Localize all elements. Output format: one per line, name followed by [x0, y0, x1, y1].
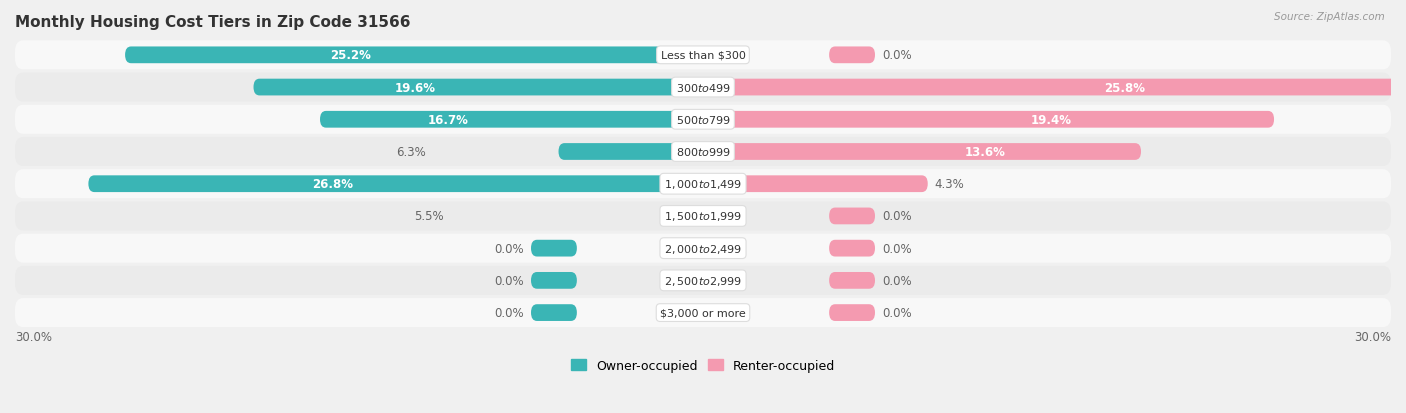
Text: $2,000 to $2,499: $2,000 to $2,499 [664, 242, 742, 255]
Text: $300 to $499: $300 to $499 [675, 82, 731, 94]
FancyBboxPatch shape [15, 234, 1391, 263]
Text: $2,500 to $2,999: $2,500 to $2,999 [664, 274, 742, 287]
Text: 0.0%: 0.0% [882, 242, 911, 255]
Legend: Owner-occupied, Renter-occupied: Owner-occupied, Renter-occupied [567, 354, 839, 377]
Text: 25.8%: 25.8% [1105, 81, 1146, 94]
Text: 19.4%: 19.4% [1031, 114, 1073, 126]
FancyBboxPatch shape [89, 176, 703, 192]
FancyBboxPatch shape [15, 41, 1391, 70]
FancyBboxPatch shape [703, 144, 1142, 161]
FancyBboxPatch shape [531, 304, 576, 321]
Text: $3,000 or more: $3,000 or more [661, 308, 745, 318]
Text: 5.5%: 5.5% [415, 210, 444, 223]
FancyBboxPatch shape [703, 79, 1406, 96]
FancyBboxPatch shape [531, 272, 576, 289]
Text: 0.0%: 0.0% [882, 49, 911, 62]
Text: $1,500 to $1,999: $1,500 to $1,999 [664, 210, 742, 223]
Text: 19.6%: 19.6% [395, 81, 436, 94]
FancyBboxPatch shape [830, 208, 875, 225]
Text: 0.0%: 0.0% [882, 210, 911, 223]
FancyBboxPatch shape [703, 176, 928, 192]
FancyBboxPatch shape [558, 144, 703, 161]
Text: Less than $300: Less than $300 [661, 51, 745, 61]
Text: 25.2%: 25.2% [330, 49, 371, 62]
Text: 0.0%: 0.0% [882, 274, 911, 287]
Text: $800 to $999: $800 to $999 [675, 146, 731, 158]
Text: 30.0%: 30.0% [15, 330, 52, 344]
Text: 0.0%: 0.0% [882, 306, 911, 319]
Text: 26.8%: 26.8% [312, 178, 353, 191]
FancyBboxPatch shape [15, 202, 1391, 231]
Text: $500 to $799: $500 to $799 [675, 114, 731, 126]
FancyBboxPatch shape [15, 170, 1391, 199]
FancyBboxPatch shape [531, 240, 576, 257]
FancyBboxPatch shape [15, 138, 1391, 166]
FancyBboxPatch shape [125, 47, 703, 64]
FancyBboxPatch shape [253, 79, 703, 96]
Text: 4.3%: 4.3% [935, 178, 965, 191]
FancyBboxPatch shape [830, 240, 875, 257]
Text: 0.0%: 0.0% [495, 306, 524, 319]
Text: $1,000 to $1,499: $1,000 to $1,499 [664, 178, 742, 191]
FancyBboxPatch shape [15, 266, 1391, 295]
FancyBboxPatch shape [15, 105, 1391, 135]
Text: 13.6%: 13.6% [965, 146, 1005, 159]
FancyBboxPatch shape [321, 112, 703, 128]
FancyBboxPatch shape [830, 272, 875, 289]
FancyBboxPatch shape [830, 47, 875, 64]
FancyBboxPatch shape [830, 304, 875, 321]
Text: 0.0%: 0.0% [495, 274, 524, 287]
Text: Source: ZipAtlas.com: Source: ZipAtlas.com [1274, 12, 1385, 22]
FancyBboxPatch shape [703, 112, 1274, 128]
FancyBboxPatch shape [15, 298, 1391, 327]
Text: 0.0%: 0.0% [495, 242, 524, 255]
Text: 30.0%: 30.0% [1354, 330, 1391, 344]
FancyBboxPatch shape [15, 74, 1391, 102]
Text: 6.3%: 6.3% [395, 146, 426, 159]
Text: 16.7%: 16.7% [427, 114, 468, 126]
Text: Monthly Housing Cost Tiers in Zip Code 31566: Monthly Housing Cost Tiers in Zip Code 3… [15, 15, 411, 30]
